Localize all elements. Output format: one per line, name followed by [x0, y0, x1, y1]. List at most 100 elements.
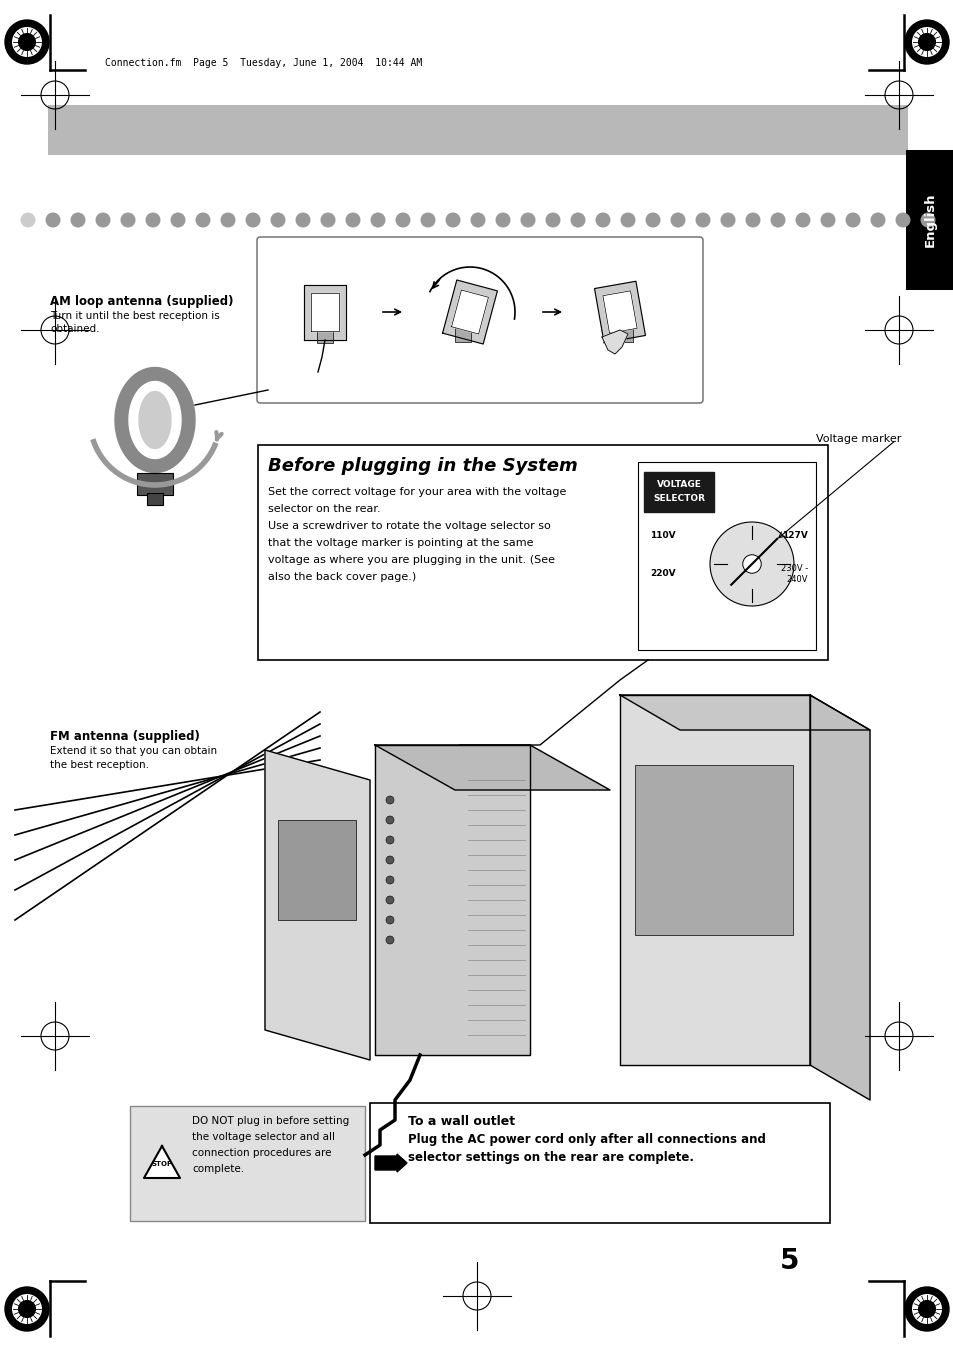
Text: English: English: [923, 193, 936, 247]
Text: the voltage selector and all: the voltage selector and all: [192, 1132, 335, 1142]
Circle shape: [720, 212, 735, 227]
Circle shape: [595, 212, 610, 227]
Circle shape: [19, 1301, 35, 1317]
Circle shape: [386, 836, 394, 844]
Circle shape: [245, 212, 260, 227]
Text: STOP: STOP: [152, 1161, 172, 1167]
Circle shape: [895, 212, 909, 227]
Bar: [48, 105, 907, 155]
Bar: [635, 765, 792, 935]
Circle shape: [742, 555, 760, 573]
Circle shape: [869, 212, 884, 227]
Circle shape: [220, 212, 235, 227]
Text: the best reception.: the best reception.: [50, 761, 149, 770]
Polygon shape: [619, 694, 809, 1065]
Circle shape: [904, 1288, 948, 1331]
Text: DO NOT plug in before setting: DO NOT plug in before setting: [192, 1116, 349, 1125]
Circle shape: [345, 212, 360, 227]
Polygon shape: [115, 367, 194, 473]
Text: Use a screwdriver to rotate the voltage selector so: Use a screwdriver to rotate the voltage …: [268, 521, 550, 531]
Bar: [617, 328, 632, 342]
Circle shape: [445, 212, 460, 227]
Circle shape: [46, 212, 60, 227]
Circle shape: [820, 212, 835, 227]
Bar: [905, 150, 953, 290]
Circle shape: [386, 796, 394, 804]
Circle shape: [795, 212, 810, 227]
Bar: [316, 328, 333, 343]
Circle shape: [5, 1288, 49, 1331]
Circle shape: [120, 212, 135, 227]
Polygon shape: [144, 1146, 180, 1178]
Bar: [643, 471, 713, 512]
Circle shape: [146, 212, 160, 227]
Circle shape: [912, 1294, 941, 1323]
Circle shape: [912, 28, 941, 57]
Text: selector on the rear.: selector on the rear.: [268, 504, 380, 513]
Polygon shape: [129, 381, 181, 458]
Circle shape: [386, 916, 394, 924]
Text: complete.: complete.: [192, 1165, 244, 1174]
Polygon shape: [619, 694, 869, 730]
Circle shape: [5, 20, 49, 63]
Polygon shape: [304, 285, 346, 339]
Text: VOLTAGE: VOLTAGE: [656, 480, 700, 489]
Text: also the back cover page.): also the back cover page.): [268, 571, 416, 582]
Circle shape: [12, 1294, 41, 1323]
Circle shape: [295, 212, 310, 227]
Polygon shape: [311, 293, 338, 331]
Bar: [257, 444, 827, 661]
Text: 127V: 127V: [781, 531, 807, 540]
Circle shape: [386, 816, 394, 824]
Polygon shape: [139, 392, 171, 449]
Text: Extend it so that you can obtain: Extend it so that you can obtain: [50, 746, 217, 757]
Circle shape: [844, 212, 860, 227]
Bar: [147, 493, 163, 504]
Circle shape: [904, 20, 948, 63]
Circle shape: [545, 212, 560, 227]
Polygon shape: [442, 280, 497, 345]
Text: connection procedures are: connection procedures are: [192, 1148, 331, 1158]
Text: that the voltage marker is pointing at the same: that the voltage marker is pointing at t…: [268, 538, 533, 549]
Circle shape: [386, 857, 394, 865]
Circle shape: [670, 212, 685, 227]
Bar: [130, 1106, 365, 1221]
Bar: [370, 1102, 829, 1223]
Circle shape: [386, 936, 394, 944]
Circle shape: [370, 212, 385, 227]
Text: 220V: 220V: [649, 570, 675, 578]
Circle shape: [570, 212, 585, 227]
Bar: [137, 473, 172, 494]
Circle shape: [271, 212, 285, 227]
Polygon shape: [451, 290, 488, 334]
Circle shape: [645, 212, 659, 227]
Text: Turn it until the best reception is: Turn it until the best reception is: [50, 311, 219, 322]
Text: 5: 5: [780, 1247, 799, 1275]
Circle shape: [470, 212, 485, 227]
Circle shape: [920, 212, 935, 227]
Text: AM loop antenna (supplied): AM loop antenna (supplied): [50, 295, 233, 308]
Circle shape: [71, 212, 86, 227]
Text: voltage as where you are plugging in the unit. (See: voltage as where you are plugging in the…: [268, 555, 555, 565]
Text: Plug the AC power cord only after all connections and: Plug the AC power cord only after all co…: [408, 1133, 765, 1146]
Polygon shape: [594, 281, 645, 343]
Polygon shape: [602, 290, 637, 334]
Circle shape: [918, 34, 934, 50]
Circle shape: [395, 212, 410, 227]
Text: SELECTOR: SELECTOR: [652, 494, 704, 503]
Text: Voltage marker: Voltage marker: [815, 434, 901, 444]
Circle shape: [520, 212, 535, 227]
FancyBboxPatch shape: [256, 236, 702, 403]
Circle shape: [320, 212, 335, 227]
Text: 230V -
240V: 230V - 240V: [780, 565, 807, 584]
Circle shape: [171, 212, 185, 227]
Text: Set the correct voltage for your area with the voltage: Set the correct voltage for your area wi…: [268, 486, 566, 497]
Circle shape: [744, 212, 760, 227]
Bar: [455, 327, 471, 342]
Polygon shape: [601, 330, 627, 354]
Circle shape: [20, 212, 35, 227]
Text: obtained.: obtained.: [50, 324, 99, 334]
Bar: [638, 462, 815, 650]
Text: 110V: 110V: [649, 531, 675, 540]
Circle shape: [95, 212, 111, 227]
